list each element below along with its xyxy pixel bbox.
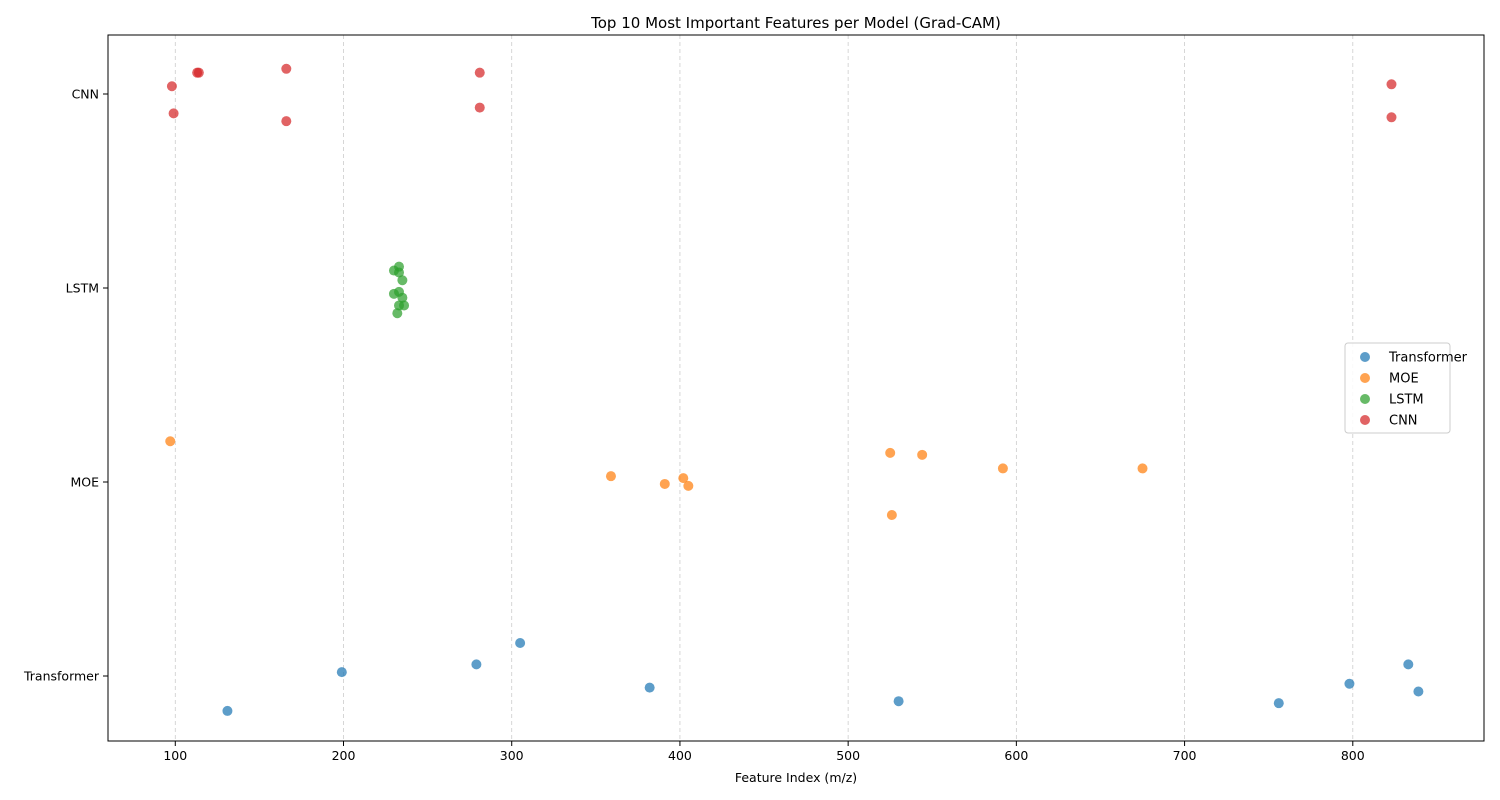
legend-label: MOE: [1389, 372, 1419, 387]
data-point: [168, 108, 179, 119]
x-axis-label: Feature Index (m/z): [735, 770, 857, 785]
data-point: [392, 308, 403, 319]
legend-marker: [1360, 373, 1370, 383]
data-point: [281, 63, 292, 74]
x-tick-label: 500: [836, 748, 860, 763]
data-point: [1137, 463, 1148, 474]
series-cnn: [166, 63, 1397, 127]
data-point: [281, 116, 292, 127]
data-point: [394, 267, 405, 278]
x-axis-ticks: 100 200 300 400 500 600 700 800: [163, 741, 1365, 763]
data-point: [1344, 678, 1355, 689]
data-point: [917, 449, 928, 460]
legend-label: Transformer: [1388, 351, 1468, 366]
chart-title: Top 10 Most Important Features per Model…: [590, 14, 1001, 32]
data-point: [397, 275, 408, 286]
legend: Transformer MOE LSTM CNN: [1344, 342, 1468, 434]
data-point: [222, 705, 233, 716]
data-point: [659, 478, 670, 489]
data-point: [397, 292, 408, 303]
data-point: [1386, 112, 1397, 123]
data-point: [644, 682, 655, 693]
data-point: [683, 480, 694, 491]
grid-lines: [174, 35, 1354, 741]
data-point: [886, 509, 897, 520]
x-tick-label: 300: [500, 748, 524, 763]
series-moe: [165, 436, 1148, 520]
data-point: [193, 67, 204, 78]
y-axis-ticks: Transformer MOE LSTM CNN: [23, 87, 108, 684]
legend-marker: [1360, 394, 1370, 404]
x-tick-label: 400: [668, 748, 692, 763]
y-tick-label: MOE: [70, 475, 99, 490]
x-tick-label: 600: [1004, 748, 1028, 763]
data-point: [605, 471, 616, 482]
data-points: [165, 63, 1424, 716]
data-point: [336, 667, 347, 678]
x-tick-label: 200: [332, 748, 356, 763]
data-point: [893, 696, 904, 707]
data-point: [1413, 686, 1424, 697]
legend-label: LSTM: [1389, 393, 1424, 408]
y-tick-label: Transformer: [23, 669, 100, 684]
data-point: [471, 659, 482, 670]
data-point: [885, 447, 896, 458]
data-point: [474, 102, 485, 113]
legend-label: CNN: [1389, 414, 1418, 429]
legend-marker: [1360, 352, 1370, 362]
data-point: [515, 638, 526, 649]
x-tick-label: 100: [163, 748, 187, 763]
data-point: [474, 67, 485, 78]
data-point: [1403, 659, 1414, 670]
data-point: [678, 473, 689, 484]
data-point: [399, 300, 410, 311]
legend-box: [1344, 342, 1451, 434]
legend-marker: [1360, 415, 1370, 425]
series-lstm: [388, 261, 410, 319]
data-point: [1273, 698, 1284, 709]
data-point: [997, 463, 1008, 474]
y-tick-label: LSTM: [66, 281, 99, 296]
data-point: [165, 436, 176, 447]
series-transformer: [222, 638, 1424, 716]
x-tick-label: 800: [1341, 748, 1365, 763]
y-tick-label: CNN: [72, 87, 99, 102]
data-point: [166, 81, 177, 92]
x-tick-label: 700: [1173, 748, 1197, 763]
data-point: [1386, 79, 1397, 90]
plot-frame: [107, 34, 1485, 742]
